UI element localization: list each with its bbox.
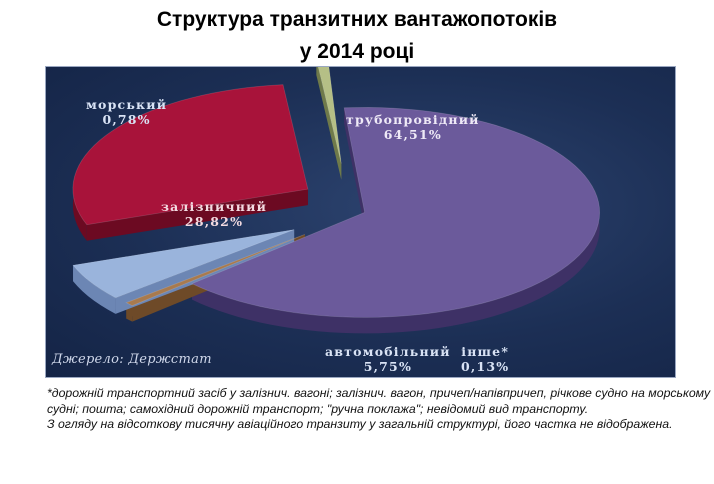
- chart-panel: трубопровідний 64,51% морський 0,78% зал…: [45, 66, 676, 378]
- pie-slice-other: [125, 234, 306, 307]
- pie-chart: [72, 67, 601, 334]
- slice-label-road: автомобільний 5,75%: [325, 344, 451, 374]
- footnote-text-1: *дорожній транспортний засіб у залізнич.…: [47, 386, 711, 416]
- chart-title-line-1: Структура транзитних вантажопотоків: [156, 8, 558, 31]
- footnote-text-2: З огляду на відсоткову тисячну авіаційно…: [47, 417, 673, 431]
- slice-value-railway: 28,82%: [184, 214, 244, 229]
- pie-slice-railway: [72, 84, 309, 226]
- slice-name-pipeline: трубопровідний: [346, 112, 480, 127]
- slice-name-railway: залізничний: [161, 199, 268, 214]
- slice-name-maritime: морський: [86, 97, 168, 112]
- slice-wall-start-pipeline: [344, 107, 365, 229]
- slice-wall-start-maritime: [316, 67, 342, 180]
- slice-side-road: [73, 265, 116, 314]
- slice-name-road: автомобільний: [325, 344, 451, 359]
- slice-name-other: інше*: [461, 344, 510, 359]
- slice-value-other: 0,13%: [461, 359, 510, 374]
- footnote: *дорожній транспортний засіб у залізнич.…: [47, 386, 714, 433]
- slice-label-railway: залізничний 28,82%: [161, 199, 267, 229]
- slice-value-maritime: 0,78%: [102, 112, 151, 127]
- source-note: Джерело: Держстат: [52, 352, 212, 367]
- slice-wall-start-railway: [86, 189, 308, 241]
- slice-label-pipeline: трубопровідний 64,51%: [346, 112, 480, 142]
- slice-value-road: 5,75%: [363, 359, 413, 374]
- chart-title-line-2: у 2014 році: [299, 40, 415, 63]
- slice-label-maritime: морський 0,78%: [86, 97, 167, 127]
- pie-slice-maritime: [317, 67, 342, 164]
- pie-slice-road: [72, 229, 295, 299]
- slice-side-pipeline: [192, 107, 600, 334]
- slice-value-pipeline: 64,51%: [383, 127, 442, 142]
- slice-label-other: інше* 0,13%: [461, 344, 509, 374]
- pie-slice-pipeline: [191, 107, 601, 318]
